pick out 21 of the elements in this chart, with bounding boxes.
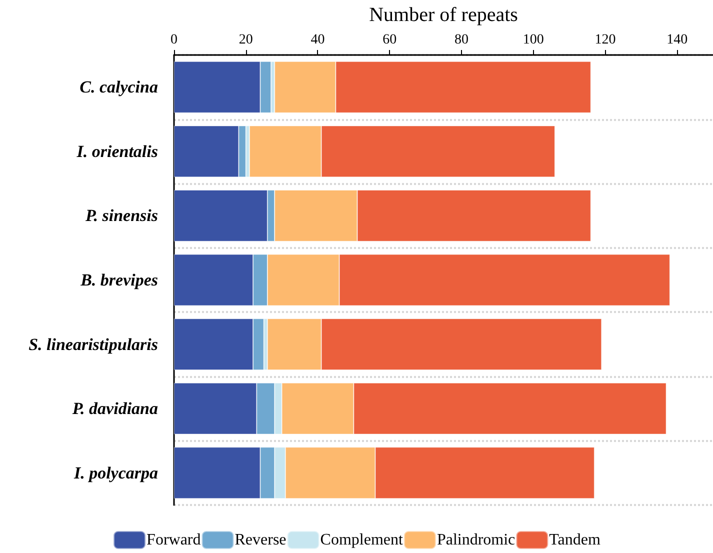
y-tick-label: B. brevipes — [80, 270, 158, 290]
y-tick-label: P. sinensis — [84, 206, 158, 226]
x-tick-label: 60 — [382, 32, 397, 48]
legend-label: Palindromic — [436, 532, 516, 548]
legend-label: Reverse — [234, 532, 286, 548]
x-axis-title: Number of repeats — [369, 4, 518, 26]
y-tick-label: P. davidiana — [71, 399, 158, 418]
legend-label: Complement — [320, 532, 404, 548]
x-tick-label: 0 — [170, 32, 178, 48]
x-tick-label: 80 — [454, 32, 468, 48]
y-tick-label: I. orientalis — [76, 142, 158, 161]
x-tick-label: 120 — [594, 32, 616, 48]
x-tick-label: 40 — [310, 32, 325, 48]
x-tick-label: 140 — [666, 32, 688, 48]
legend-label: Tandem — [549, 532, 602, 548]
y-tick-label: I. polycarpa — [72, 463, 158, 482]
x-tick-label: 100 — [522, 32, 544, 48]
y-tick-label: C. calycina — [80, 78, 158, 97]
x-tick-label: 20 — [238, 32, 253, 48]
legend-label: Forward — [146, 532, 201, 548]
y-tick-label: S. linearistipularis — [28, 334, 158, 354]
